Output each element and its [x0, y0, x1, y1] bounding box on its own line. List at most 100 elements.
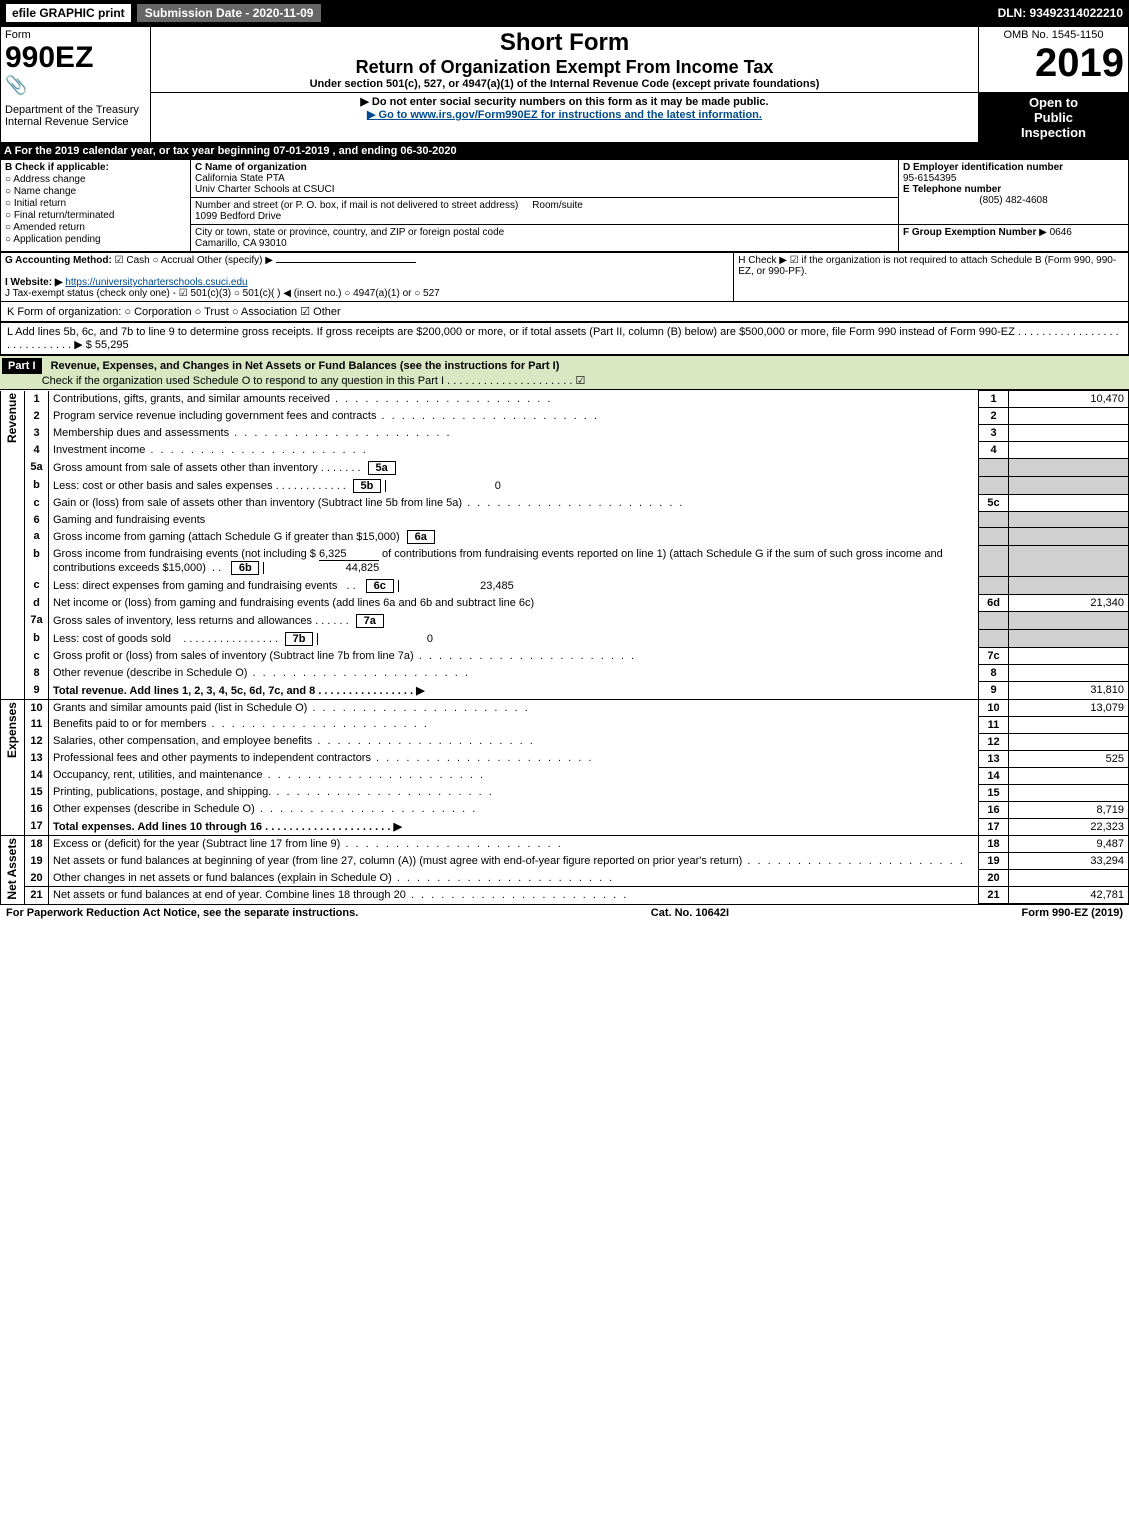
- f-group-label: F Group Exemption Number: [903, 227, 1036, 238]
- line-4-value: [1009, 442, 1129, 459]
- omb-number: OMB No. 1545-1150: [983, 29, 1124, 41]
- line-6c-text: Less: direct expenses from gaming and fu…: [49, 577, 979, 595]
- g-accrual[interactable]: ○ Accrual: [153, 255, 195, 266]
- i-website-label: I Website: ▶: [5, 277, 63, 288]
- k-form-org: K Form of organization: ○ Corporation ○ …: [0, 302, 1129, 322]
- line-11-text: Benefits paid to or for members: [49, 716, 979, 733]
- f-group-value: ▶ 0646: [1039, 227, 1072, 238]
- i-website-link[interactable]: https://universitycharterschools.csuci.e…: [65, 277, 247, 288]
- e-phone-value: (805) 482-4608: [903, 195, 1124, 206]
- line-20-value: [1009, 870, 1129, 887]
- dln: DLN: 93492314022210: [998, 6, 1123, 20]
- c-name-label: C Name of organization: [195, 162, 307, 173]
- line-13-text: Professional fees and other payments to …: [49, 750, 979, 767]
- h-check: H Check ▶ ☑ if the organization is not r…: [734, 253, 1129, 302]
- under-section: Under section 501(c), 527, or 4947(a)(1)…: [155, 78, 974, 90]
- d-ein-label: D Employer identification number: [903, 162, 1063, 173]
- part-1-check: Check if the organization used Schedule …: [42, 375, 586, 387]
- g-other[interactable]: Other (specify) ▶: [197, 255, 273, 266]
- city-value: Camarillo, CA 93010: [195, 238, 287, 249]
- line-8-value: [1009, 665, 1129, 682]
- l-gross-receipts: L Add lines 5b, 6c, and 7b to line 9 to …: [0, 322, 1129, 355]
- tax-year: 2019: [983, 41, 1124, 86]
- open-to-public: Open to Public Inspection: [979, 93, 1129, 143]
- line-10-text: Grants and similar amounts paid (list in…: [49, 699, 979, 716]
- part-1-heading: Revenue, Expenses, and Changes in Net As…: [51, 360, 560, 372]
- chk-name-change[interactable]: Name change: [5, 186, 186, 197]
- line-16-value: 8,719: [1009, 801, 1129, 818]
- footer: For Paperwork Reduction Act Notice, see …: [0, 904, 1129, 921]
- part-1-header: Part I Revenue, Expenses, and Changes in…: [0, 355, 1129, 390]
- line-3-value: [1009, 425, 1129, 442]
- line-9-text: Total revenue. Add lines 1, 2, 3, 4, 5c,…: [49, 682, 979, 700]
- g-cash[interactable]: ☑ Cash: [115, 255, 150, 266]
- line-12-value: [1009, 733, 1129, 750]
- j-tax-exempt: J Tax-exempt status (check only one) - ☑…: [5, 288, 440, 299]
- line-21-value: 42,781: [1009, 887, 1129, 904]
- line-20-text: Other changes in net assets or fund bala…: [49, 870, 979, 887]
- g-h-grid: G Accounting Method: ☑ Cash ○ Accrual Ot…: [0, 252, 1129, 302]
- g-label: G Accounting Method:: [5, 255, 112, 266]
- irs-label: Internal Revenue Service: [5, 116, 146, 128]
- form-number: 990EZ: [5, 41, 146, 75]
- form-ref: Form 990-EZ (2019): [1022, 907, 1123, 919]
- line-7c-value: [1009, 648, 1129, 665]
- line-6c-value: 23,485: [398, 580, 518, 592]
- line-2-value: [1009, 408, 1129, 425]
- line-6d-text: Net income or (loss) from gaming and fun…: [49, 595, 979, 612]
- line-5b-value: 0: [385, 480, 505, 492]
- line-16-text: Other expenses (describe in Schedule O): [49, 801, 979, 818]
- expenses-label: Expenses: [5, 702, 19, 758]
- line-1-value: 10,470: [1009, 391, 1129, 408]
- org-name-2: Univ Charter Schools at CSUCI: [195, 184, 335, 195]
- line-6b-value: 44,825: [263, 562, 383, 574]
- chk-address-change[interactable]: Address change: [5, 174, 186, 185]
- line-6d-value: 21,340: [1009, 595, 1129, 612]
- line-17-text: Total expenses. Add lines 10 through 16 …: [49, 818, 979, 836]
- chk-initial-return[interactable]: Initial return: [5, 198, 186, 209]
- e-phone-label: E Telephone number: [903, 184, 1001, 195]
- no-ssn-notice: ▶ Do not enter social security numbers o…: [155, 95, 974, 108]
- submission-date: Submission Date - 2020-11-09: [137, 4, 322, 22]
- title-short-form: Short Form: [155, 29, 974, 57]
- line-18-text: Excess or (deficit) for the year (Subtra…: [49, 836, 979, 853]
- row-a-tax-year: A For the 2019 calendar year, or tax yea…: [0, 143, 1129, 159]
- street-value: 1099 Bedford Drive: [195, 211, 281, 222]
- line-6a-text: Gross income from gaming (attach Schedul…: [49, 528, 979, 546]
- revenue-label: Revenue: [5, 393, 19, 443]
- line-17-value: 22,323: [1009, 818, 1129, 836]
- line-7a-text: Gross sales of inventory, less returns a…: [49, 612, 979, 630]
- line-11-value: [1009, 716, 1129, 733]
- chk-amended-return[interactable]: Amended return: [5, 222, 186, 233]
- line-3-text: Membership dues and assessments: [49, 425, 979, 442]
- line-7b-text: Less: cost of goods sold . . . . . . . .…: [49, 630, 979, 648]
- org-name-1: California State PTA: [195, 173, 285, 184]
- line-15-text: Printing, publications, postage, and shi…: [49, 784, 979, 801]
- top-bar: efile GRAPHIC print Submission Date - 20…: [0, 0, 1129, 26]
- line-5c-value: [1009, 495, 1129, 512]
- chk-application-pending[interactable]: Application pending: [5, 234, 186, 245]
- line-9-value: 31,810: [1009, 682, 1129, 700]
- line-8-text: Other revenue (describe in Schedule O): [49, 665, 979, 682]
- line-5a-text: Gross amount from sale of assets other t…: [49, 459, 979, 477]
- city-label: City or town, state or province, country…: [195, 227, 504, 238]
- goto-link[interactable]: ▶ Go to www.irs.gov/Form990EZ for instru…: [367, 109, 762, 121]
- cat-no: Cat. No. 10642I: [651, 907, 729, 919]
- line-7b-value: 0: [317, 633, 437, 645]
- form-header: Form 990EZ 📎 Department of the Treasury …: [0, 26, 1129, 143]
- line-19-text: Net assets or fund balances at beginning…: [49, 853, 979, 870]
- b-label: B Check if applicable:: [5, 162, 109, 173]
- form-word: Form: [5, 29, 146, 41]
- line-6-text: Gaming and fundraising events: [49, 512, 979, 528]
- line-5b-text: Less: cost or other basis and sales expe…: [49, 477, 979, 495]
- line-21-text: Net assets or fund balances at end of ye…: [49, 887, 979, 904]
- line-15-value: [1009, 784, 1129, 801]
- room-label: Room/suite: [532, 200, 583, 211]
- line-7c-text: Gross profit or (loss) from sales of inv…: [49, 648, 979, 665]
- line-14-value: [1009, 767, 1129, 784]
- paperwork-notice: For Paperwork Reduction Act Notice, see …: [6, 907, 358, 919]
- chk-final-return[interactable]: Final return/terminated: [5, 210, 186, 221]
- line-4-text: Investment income: [49, 442, 979, 459]
- line-19-value: 33,294: [1009, 853, 1129, 870]
- line-18-value: 9,487: [1009, 836, 1129, 853]
